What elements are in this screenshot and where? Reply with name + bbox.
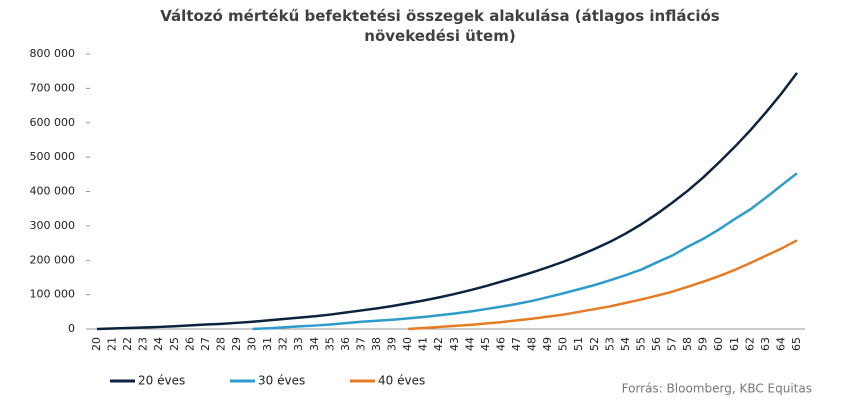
y-tick-label: 700 000 <box>30 81 76 94</box>
x-tick-label: 37 <box>354 337 367 351</box>
x-tick-label: 27 <box>199 337 212 351</box>
x-tick-label: 30 <box>246 337 259 351</box>
x-tick-label: 34 <box>308 337 321 351</box>
y-tick-label: 0 <box>68 322 75 335</box>
x-tick-label: 58 <box>681 337 694 351</box>
x-tick-label: 21 <box>106 337 119 351</box>
x-tick-label: 59 <box>697 337 710 351</box>
x-tick-label: 50 <box>557 337 570 351</box>
x-tick-label: 65 <box>790 337 803 351</box>
x-tick-label: 46 <box>494 337 507 351</box>
y-tick-label: 300 000 <box>30 219 76 232</box>
y-tick-label: 400 000 <box>30 185 76 198</box>
x-tick-label: 35 <box>323 337 336 351</box>
x-tick-label: 44 <box>463 337 476 351</box>
x-tick-label: 33 <box>292 337 305 351</box>
x-tick-label: 25 <box>168 337 181 351</box>
legend-label: 30 éves <box>258 374 305 388</box>
x-tick-label: 61 <box>728 337 741 351</box>
x-tick-label: 49 <box>541 337 554 351</box>
x-tick-label: 54 <box>619 337 632 351</box>
chart-title: Változó mértékű befektetési összegek ala… <box>160 7 720 45</box>
x-tick-label: 55 <box>634 337 647 351</box>
y-tick-label: 200 000 <box>30 253 76 266</box>
x-tick-label: 40 <box>401 337 414 351</box>
x-tick-label: 22 <box>121 337 134 351</box>
legend-label: 20 éves <box>138 374 185 388</box>
y-tick-label: 100 000 <box>30 288 76 301</box>
series-line <box>408 239 798 331</box>
x-tick-label: 20 <box>90 337 103 351</box>
source-note: Forrás: Bloomberg, KBC Equitas <box>622 382 812 396</box>
x-tick-label: 56 <box>650 337 663 351</box>
x-tick-label: 64 <box>774 337 787 351</box>
x-tick-label: 41 <box>417 337 430 351</box>
y-tick-label: 800 000 <box>30 47 76 60</box>
x-tick-label: 36 <box>339 337 352 351</box>
x-tick-label: 42 <box>432 337 445 351</box>
y-tick-label: 600 000 <box>30 116 76 129</box>
x-tick-label: 48 <box>526 337 539 351</box>
x-tick-label: 32 <box>277 337 290 351</box>
x-tick-label: 43 <box>448 337 461 351</box>
x-tick-label: 57 <box>666 337 679 351</box>
x-tick-label: 51 <box>572 337 585 351</box>
y-tick-label: 500 000 <box>30 150 76 163</box>
x-tick-label: 62 <box>743 337 756 351</box>
x-tick-label: 47 <box>510 337 523 351</box>
x-tick-label: 26 <box>183 337 196 351</box>
x-tick-label: 45 <box>479 337 492 351</box>
x-tick-label: 38 <box>370 337 383 351</box>
x-tick-label: 24 <box>152 337 165 351</box>
x-tick-label: 31 <box>261 337 274 351</box>
x-tick-label: 28 <box>214 337 227 351</box>
series-line <box>96 72 798 331</box>
x-tick-label: 52 <box>588 337 601 351</box>
x-tick-label: 39 <box>386 337 399 351</box>
legend-label: 40 éves <box>378 374 425 388</box>
x-tick-label: 63 <box>759 337 772 351</box>
x-tick-label: 29 <box>230 337 243 351</box>
x-tick-label: 60 <box>712 337 725 351</box>
series-line <box>252 172 798 331</box>
x-tick-label: 53 <box>603 337 616 351</box>
x-tick-label: 23 <box>137 337 150 351</box>
